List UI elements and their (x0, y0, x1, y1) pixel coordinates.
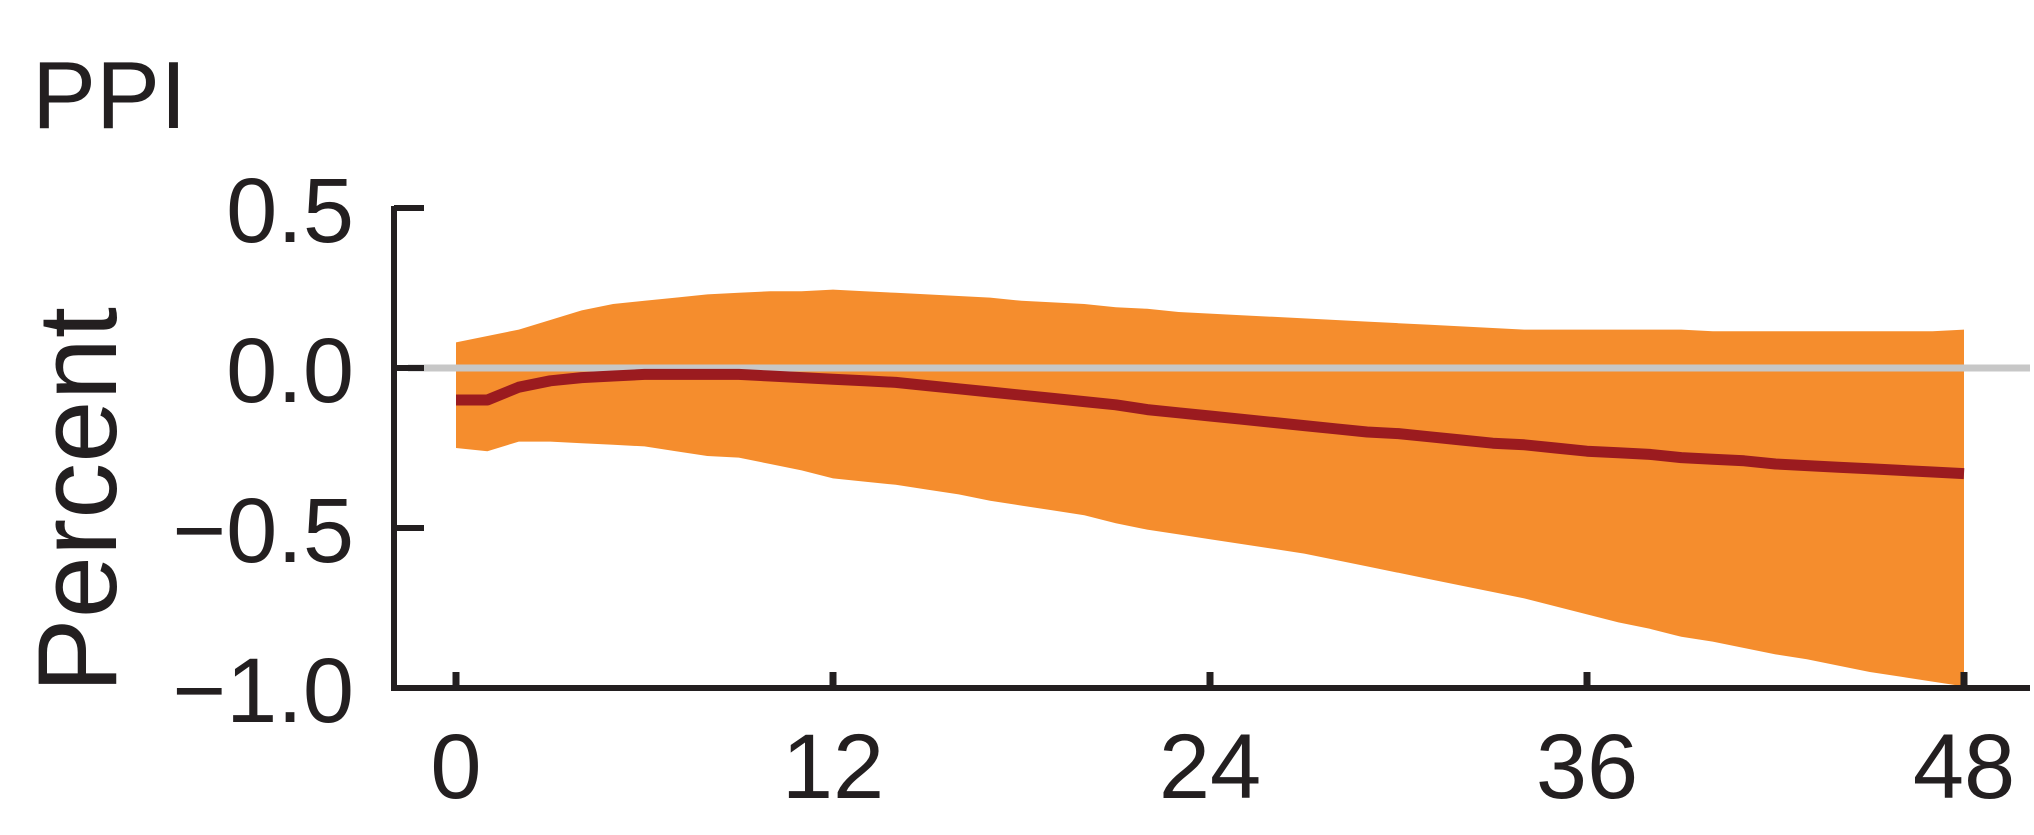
x-tick-label: 48 (1913, 716, 2015, 818)
x-tick-label: 24 (1159, 716, 1261, 818)
y-axis-label: Percent (15, 307, 140, 693)
y-tick-label: 0.5 (226, 160, 354, 262)
x-tick-label: 0 (430, 716, 481, 818)
confidence-band (456, 289, 1964, 687)
axes: 0.5 0.0 −0.5 −1.0 0 12 24 36 48 (172, 160, 2030, 818)
chart-title: PPI (32, 42, 187, 149)
x-tick-label: 12 (782, 716, 884, 818)
x-ticks: 0 12 24 36 48 (430, 672, 2015, 818)
x-tick-label: 36 (1536, 716, 1638, 818)
y-tick-label: 0.0 (226, 320, 354, 422)
y-tick-label: −0.5 (172, 480, 354, 582)
y-ticks: 0.5 0.0 −0.5 −1.0 (172, 160, 424, 742)
response-line (456, 368, 1965, 480)
plot-area (408, 289, 2030, 687)
y-tick-label: −1.0 (172, 640, 354, 742)
